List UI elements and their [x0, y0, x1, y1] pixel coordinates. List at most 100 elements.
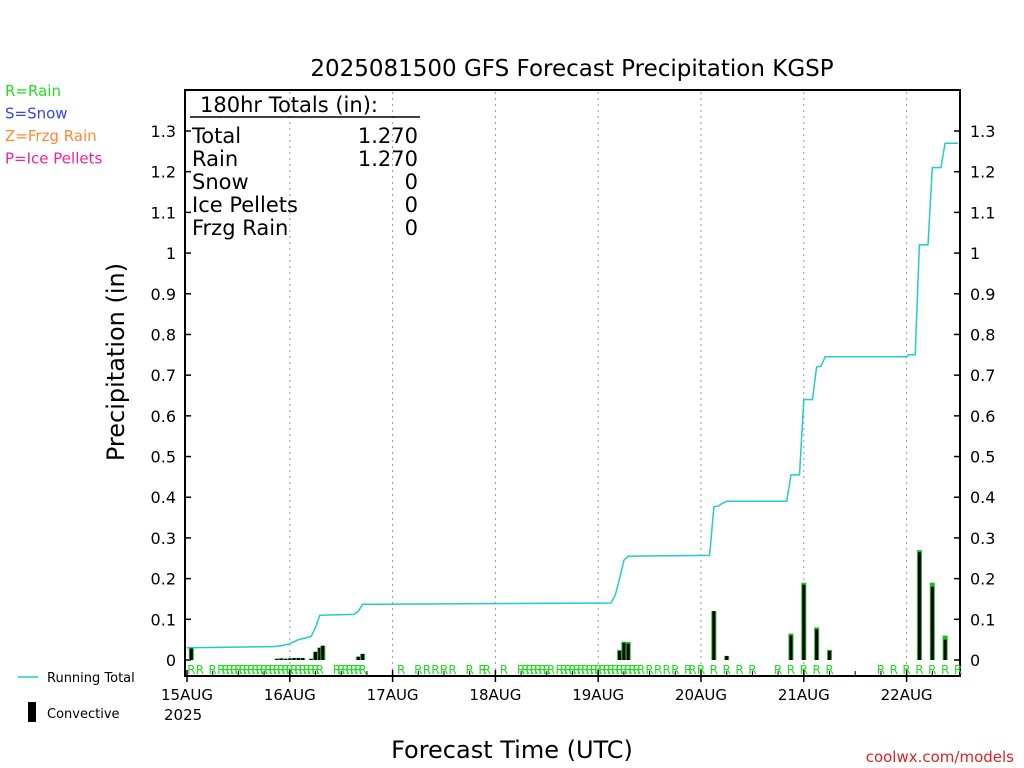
rain-marker: R: [573, 663, 581, 677]
rain-marker: R: [594, 663, 602, 677]
rain-marker: R: [414, 663, 422, 677]
rain-marker: R: [354, 663, 362, 677]
type-legend-item: R=Rain: [5, 82, 61, 100]
rain-marker: R: [303, 663, 311, 677]
rain-marker: R: [607, 663, 615, 677]
x-tick-label: 17AUG: [367, 686, 419, 704]
rain-marker: R: [624, 663, 632, 677]
y-axis-title: Precipitation (in): [102, 263, 130, 461]
y-tick-label: 0.1: [151, 610, 176, 629]
rain-marker: R: [517, 663, 525, 677]
rain-marker: R: [358, 663, 366, 677]
x-axis: 15AUG 16AUG 17AUG 18AUG 19AUG 20AUG 21AUG 22AUG: [161, 670, 933, 704]
y-tick-label-right: 0.1: [970, 610, 995, 629]
convective-bar: [712, 611, 716, 660]
rain-marker: R: [256, 663, 264, 677]
rain-marker: R: [234, 663, 242, 677]
convective-bar: [626, 643, 630, 660]
rain-marker: R: [217, 663, 225, 677]
rain-marker: R: [260, 663, 268, 677]
convective-bar: [789, 635, 793, 660]
rain-marker: R: [688, 663, 696, 677]
x-tick-label: 22AUG: [881, 686, 933, 704]
running-total-line: [186, 142, 958, 649]
convective-bar: [622, 642, 626, 660]
precip-type-legend: R=Rain S=Snow Z=Frzg Rain P=Ice Pellets: [5, 82, 102, 168]
rain-marker: R: [723, 663, 731, 677]
rain-marker: R: [671, 663, 679, 677]
y-tick-label: 1.1: [151, 203, 176, 222]
rain-marker: R: [440, 663, 448, 677]
rain-marker: R: [448, 663, 456, 677]
rain-marker: R: [915, 663, 923, 677]
convective-bar: [314, 651, 317, 660]
rain-marker: R: [585, 663, 593, 677]
totals-box: 180hr Totals (in): Total 1.270 Rain 1.270 Sn…: [190, 93, 420, 240]
y-tick-label: 0.6: [151, 407, 176, 426]
rain-marker: R: [954, 663, 962, 677]
totals-row-label: Snow: [192, 170, 249, 194]
x-axis-title: Forecast Time (UTC): [391, 736, 633, 764]
y-tick-label-right: 0.3: [970, 529, 995, 548]
totals-row-value: 0: [405, 216, 418, 240]
rain-marker: R: [560, 663, 568, 677]
y-tick-label: 0.4: [151, 488, 176, 507]
rain-marker: R: [534, 663, 542, 677]
rain-marker: R: [277, 663, 285, 677]
convective-bar: [725, 655, 729, 660]
y-tick-label-right: 0: [970, 651, 980, 670]
rain-marker: R: [530, 663, 538, 677]
rain-marker: R: [264, 663, 272, 677]
convective-bar: [361, 653, 365, 660]
y-tick-label-right: 0.5: [970, 448, 995, 467]
convective-bar: [321, 645, 325, 660]
watermark-text: coolwx.com/models: [866, 748, 1014, 766]
rain-marker: R: [645, 663, 653, 677]
rain-marker: R: [603, 663, 611, 677]
totals-row-value: 1.270: [358, 147, 418, 171]
rain-marker: R: [774, 663, 782, 677]
rain-marker: R: [230, 663, 238, 677]
convective-bar: [288, 658, 292, 660]
rain-marker: R: [350, 663, 358, 677]
rain-marker: R: [564, 663, 572, 677]
convective-bar: [309, 658, 313, 660]
y-tick-label-right: 1.3: [970, 122, 995, 141]
rain-marker: R: [637, 663, 645, 677]
rain-marker: R: [209, 663, 217, 677]
y-tick-label-right: 1.2: [970, 163, 995, 182]
rain-marker: R: [341, 663, 349, 677]
rain-marker: R: [226, 663, 234, 677]
rain-marker: R: [500, 663, 508, 677]
x-tick-label: 15AUG: [161, 686, 213, 704]
rain-marker: R: [478, 663, 486, 677]
y-tick-label-right: 0.8: [970, 325, 995, 344]
rain-marker: R: [281, 663, 289, 677]
totals-rows: Total 1.270 Rain 1.270 Snow 0 Ice Pellets 0 Frzg…: [191, 124, 418, 240]
rain-marker: R: [577, 663, 585, 677]
rain-marker: R: [581, 663, 589, 677]
rain-marker: R: [431, 663, 439, 677]
totals-heading: 180hr Totals (in):: [200, 93, 378, 117]
rain-marker: R: [483, 663, 491, 677]
plot-frame: [184, 89, 961, 677]
convective-bar: [815, 629, 819, 660]
rain-marker: R: [316, 663, 324, 677]
rain-marker: R: [251, 663, 259, 677]
y-tick-label: 0.7: [151, 366, 176, 385]
y-axis-left: 0 0.1 0.2 0.3 0.4 0.5 0.6 0.7 0.8 0.9 1 1.1 1.2 1.3: [151, 122, 191, 670]
convective-bar: [284, 658, 288, 660]
y-tick-label-right: 0.7: [970, 366, 995, 385]
rain-marker: R: [735, 663, 743, 677]
rain-marker: R: [311, 663, 319, 677]
rain-marker: R: [697, 663, 705, 677]
y-tick-label: 0.9: [151, 285, 176, 304]
rain-marker: R: [633, 663, 641, 677]
convective-bar: [279, 658, 283, 660]
year-label: 2025: [164, 706, 202, 724]
rain-marker: R: [333, 663, 341, 677]
rain-marker: R: [787, 663, 795, 677]
totals-row-value: 0: [405, 170, 418, 194]
